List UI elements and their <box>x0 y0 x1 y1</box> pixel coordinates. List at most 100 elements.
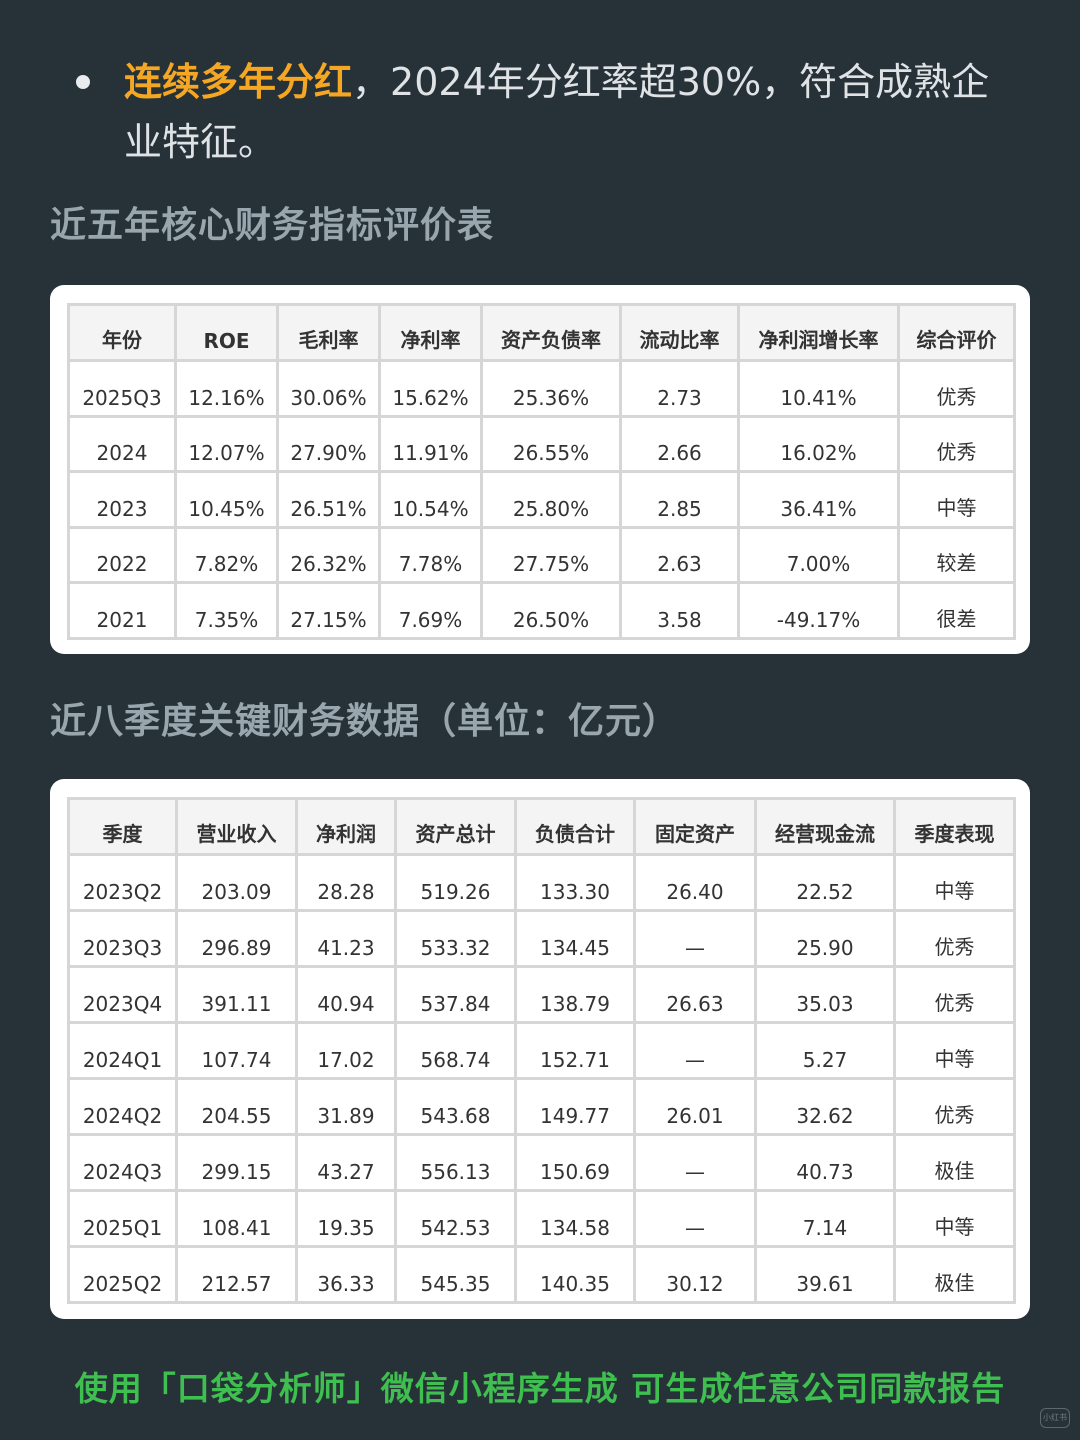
table-cell: — <box>633 1021 757 1080</box>
table-row: 2023Q2 203.09 28.28 519.26 133.30 26.40 22.52 中… <box>67 853 1016 912</box>
column-header: 净利润 <box>295 797 397 856</box>
table-cell: 2025Q1 <box>67 1189 178 1248</box>
table-row: 2022 7.82% 26.32% 7.78% 27.75% 2.63 7.00% 较差 <box>67 525 1016 585</box>
bullet-highlight: 连续多年分红 <box>124 60 353 104</box>
table-cell: 296.89 <box>175 909 298 968</box>
table-cell: 2023Q3 <box>67 909 178 968</box>
watermark-logo: 小红书 <box>1040 1408 1070 1428</box>
annual-indicator-table: 年份 ROE 毛利率 净利率 资产负债率 流动比率 净利润增长率 综合评价 2025Q3 12.… <box>67 303 1016 640</box>
column-header: 毛利率 <box>276 303 381 362</box>
table-row: 2024Q2 204.55 31.89 543.68 149.77 26.01 32.62 优… <box>67 1077 1016 1136</box>
table-cell: 2025Q2 <box>67 1245 178 1304</box>
table-cell: 25.90 <box>754 909 896 968</box>
table-cell: 40.73 <box>754 1133 896 1192</box>
column-header: 年份 <box>67 303 177 362</box>
table-cell: 17.02 <box>295 1021 397 1080</box>
table-cell: 3.58 <box>619 581 740 640</box>
table-cell: 5.27 <box>754 1021 896 1080</box>
table-row: 2025Q2 212.57 36.33 545.35 140.35 30.12 39.61 极… <box>67 1245 1016 1304</box>
table-cell: 2.85 <box>619 470 740 529</box>
table-cell: 30.12 <box>633 1245 757 1304</box>
annual-table-card: 年份 ROE 毛利率 净利率 资产负债率 流动比率 净利润增长率 综合评价 2025Q3 12.… <box>50 285 1030 654</box>
table-cell: 108.41 <box>175 1189 298 1248</box>
column-header: 经营现金流 <box>754 797 896 856</box>
table-row: 2024 12.07% 27.90% 11.91% 26.55% 2.66 16.02% 优秀 <box>67 414 1016 474</box>
table-cell: 2025Q3 <box>67 359 177 418</box>
table-cell: 中等 <box>893 1021 1016 1080</box>
table-cell: — <box>633 909 757 968</box>
table-cell: 134.58 <box>514 1189 636 1248</box>
table-cell: 27.15% <box>276 581 381 640</box>
table-cell: 中等 <box>893 1189 1016 1248</box>
table-cell: 优秀 <box>893 909 1016 968</box>
table-cell: 12.16% <box>174 359 279 418</box>
table-cell: 7.82% <box>174 525 279 585</box>
column-header: ROE <box>174 303 279 362</box>
table-cell: 26.40 <box>633 853 757 912</box>
column-header: 综合评价 <box>897 303 1016 362</box>
table-cell: 545.35 <box>394 1245 517 1304</box>
column-header: 净利率 <box>378 303 483 362</box>
quarterly-data-table: 季度 营业收入 净利润 资产总计 负债合计 固定资产 经营现金流 季度表现 2023Q2 203… <box>67 797 1016 1304</box>
table-cell: 10.54% <box>378 470 483 529</box>
column-header: 资产负债率 <box>480 303 622 362</box>
table-cell: 25.80% <box>480 470 622 529</box>
table-cell: 36.41% <box>737 470 900 529</box>
table-cell: 极佳 <box>893 1245 1016 1304</box>
table-cell: 7.35% <box>174 581 279 640</box>
table-cell: 2024Q3 <box>67 1133 178 1192</box>
table-cell: 41.23 <box>295 909 397 968</box>
table-cell: 优秀 <box>893 1077 1016 1136</box>
table-cell: 2024 <box>67 414 177 474</box>
table-row: 2024Q1 107.74 17.02 568.74 152.71—5.27 中等 <box>67 1021 1016 1080</box>
bullet-dot-icon <box>76 75 90 89</box>
table-cell: 2.66 <box>619 414 740 474</box>
table-cell: 40.94 <box>295 965 397 1024</box>
table-cell: 7.14 <box>754 1189 896 1248</box>
table-cell: 2021 <box>67 581 177 640</box>
table-cell: — <box>633 1133 757 1192</box>
table-cell: 35.03 <box>754 965 896 1024</box>
table-cell: 2024Q2 <box>67 1077 178 1136</box>
table-cell: 537.84 <box>394 965 517 1024</box>
bullet-rest: ，2024年分红率超30%，符合成熟企业特征。 <box>124 60 990 164</box>
table-cell: 204.55 <box>175 1077 298 1136</box>
table-cell: 26.63 <box>633 965 757 1024</box>
table-cell: 30.06% <box>276 359 381 418</box>
table-cell: 16.02% <box>737 414 900 474</box>
table-cell: 134.45 <box>514 909 636 968</box>
table-cell: 133.30 <box>514 853 636 912</box>
table-cell: 26.50% <box>480 581 622 640</box>
column-header: 流动比率 <box>619 303 740 362</box>
column-header: 季度 <box>67 797 178 856</box>
table-row: 2023 10.45% 26.51% 10.54% 25.80% 2.85 36.41% 中等 <box>67 470 1016 529</box>
table-cell: 7.78% <box>378 525 483 585</box>
table-cell: 543.68 <box>394 1077 517 1136</box>
table-cell: 39.61 <box>754 1245 896 1304</box>
quarterly-table-card: 季度 营业收入 净利润 资产总计 负债合计 固定资产 经营现金流 季度表现 2023Q2 203… <box>50 779 1030 1319</box>
column-header: 营业收入 <box>175 797 298 856</box>
table-cell: 107.74 <box>175 1021 298 1080</box>
table-cell: 优秀 <box>897 414 1016 474</box>
table-cell: 2024Q1 <box>67 1021 178 1080</box>
annual-table-title: 近五年核心财务指标评价表 <box>50 205 495 246</box>
table-cell: 10.45% <box>174 470 279 529</box>
table-cell: 26.55% <box>480 414 622 474</box>
table-cell: 568.74 <box>394 1021 517 1080</box>
table-row: 2025Q1 108.41 19.35 542.53 134.58—7.14 中等 <box>67 1189 1016 1248</box>
table-cell: 203.09 <box>175 853 298 912</box>
table-cell: 2023Q2 <box>67 853 178 912</box>
table-cell: 149.77 <box>514 1077 636 1136</box>
table-cell: 2022 <box>67 525 177 585</box>
table-cell: 150.69 <box>514 1133 636 1192</box>
table-row: 2025Q3 12.16% 30.06% 15.62% 25.36% 2.73 10.41%… <box>67 359 1016 418</box>
table-cell: 中等 <box>897 470 1016 529</box>
bullet-text: 连续多年分红，2024年分红率超30%，符合成熟企业特征。 <box>124 52 1024 172</box>
table-cell: 2023Q4 <box>67 965 178 1024</box>
table-cell: 2023 <box>67 470 177 529</box>
table-cell: 较差 <box>897 525 1016 585</box>
table-cell: 优秀 <box>897 359 1016 418</box>
table-cell: 138.79 <box>514 965 636 1024</box>
table-cell: 519.26 <box>394 853 517 912</box>
column-header: 净利润增长率 <box>737 303 900 362</box>
